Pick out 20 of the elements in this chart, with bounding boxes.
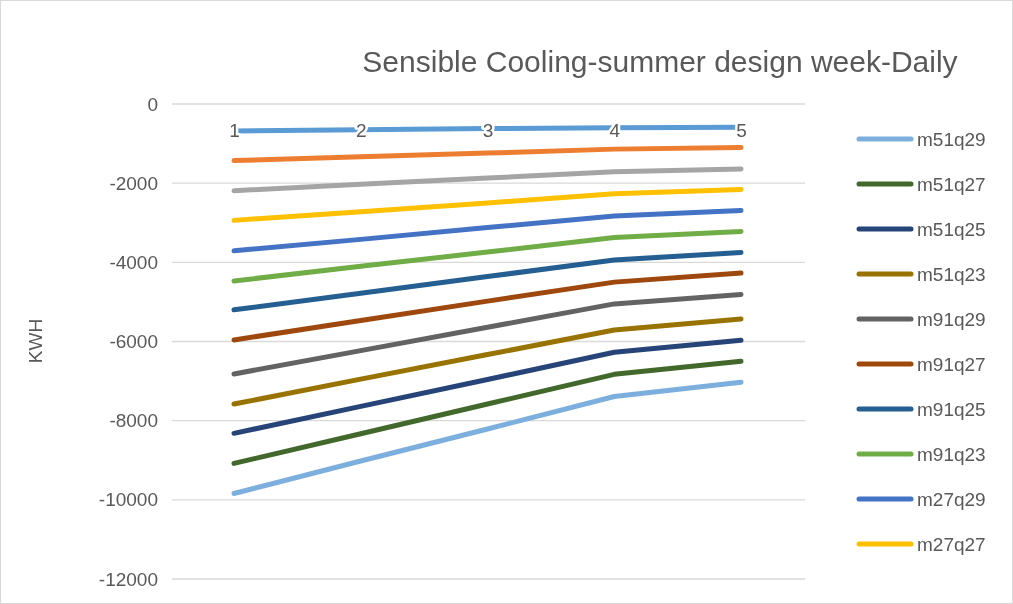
legend-label: m91q25 <box>917 399 986 420</box>
legend-label: m51q23 <box>917 264 986 285</box>
chart-title: Sensible Cooling-summer design week-Daily <box>362 45 958 78</box>
y-tick-label: -2000 <box>109 172 158 194</box>
x-tick-label: 2 <box>355 120 367 142</box>
legend-label: m51q25 <box>917 219 986 240</box>
legend-label: m51q27 <box>917 174 986 195</box>
legend-label: m51q29 <box>917 129 986 150</box>
y-tick-label: -8000 <box>109 410 158 432</box>
legend-label: m27q27 <box>917 534 986 555</box>
legend-label: m91q23 <box>917 444 986 465</box>
y-tick-label: -4000 <box>109 251 158 273</box>
y-tick-label: 0 <box>147 93 158 115</box>
legend-label: m91q27 <box>917 354 986 375</box>
y-tick-label: -6000 <box>109 331 158 353</box>
legend-label: m91q29 <box>917 309 986 330</box>
y-axis-title: KWH <box>25 318 46 364</box>
y-tick-label: -10000 <box>98 489 158 511</box>
legend-label: m27q29 <box>917 489 986 510</box>
y-tick-label: -12000 <box>98 568 158 590</box>
